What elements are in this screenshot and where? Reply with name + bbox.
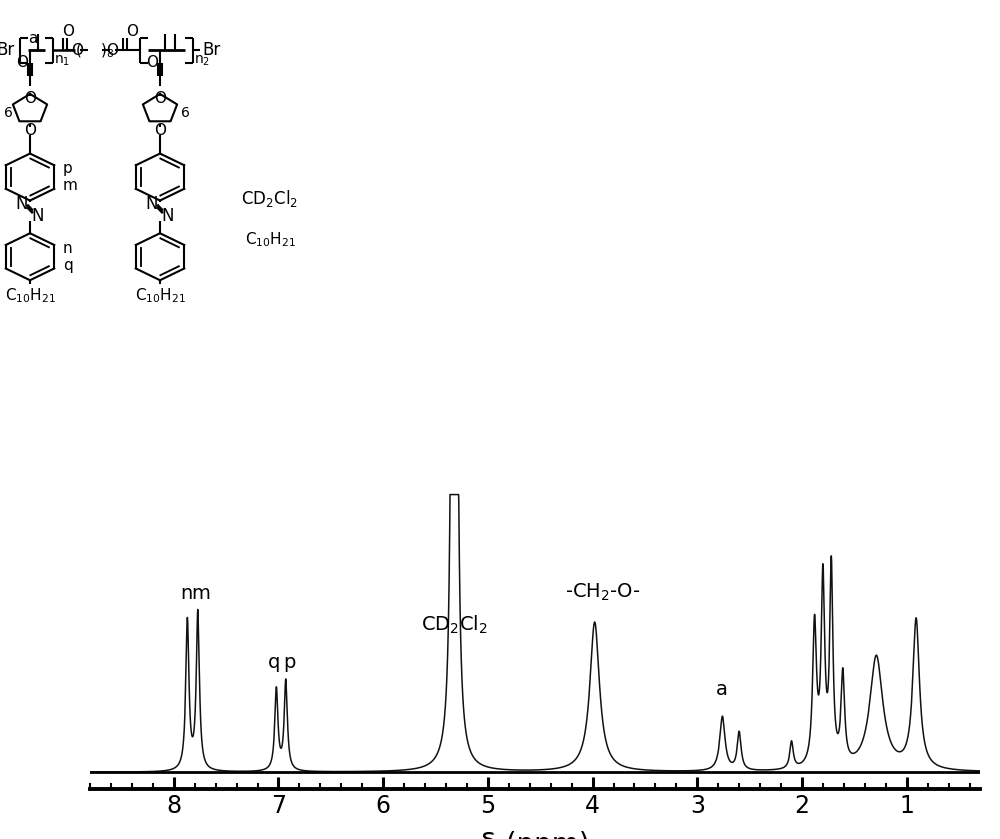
Text: m: m [192,585,210,603]
Text: O: O [62,24,74,39]
Text: n$_2$: n$_2$ [194,53,210,68]
Text: O: O [24,123,36,138]
Text: N: N [16,195,28,213]
Text: m: m [63,178,78,193]
Text: N: N [32,206,44,225]
Text: O: O [154,91,166,106]
Text: p: p [283,653,295,671]
Text: n: n [63,241,73,256]
Text: -CH$_2$-O-: -CH$_2$-O- [565,582,641,603]
Text: a: a [28,31,38,46]
X-axis label: δ (ppm): δ (ppm) [480,831,590,839]
Text: CD$_2$Cl$_2$: CD$_2$Cl$_2$ [241,187,299,209]
Text: N: N [146,195,158,213]
Text: (    )$_8$: ( )$_8$ [75,41,115,60]
Text: O: O [16,55,28,70]
Text: a: a [715,680,727,699]
Text: Br: Br [0,41,15,60]
Text: 6: 6 [4,107,12,120]
Text: q: q [63,258,73,273]
Text: CD$_2$Cl$_2$: CD$_2$Cl$_2$ [421,614,488,636]
Text: q: q [268,653,280,671]
Text: Br: Br [202,41,220,60]
Text: C$_{10}$H$_{21}$: C$_{10}$H$_{21}$ [245,231,295,249]
Text: O: O [154,123,166,138]
Text: p: p [63,161,73,176]
Text: n: n [180,585,192,603]
Text: O: O [126,24,138,39]
Text: C$_{10}$H$_{21}$: C$_{10}$H$_{21}$ [5,286,55,305]
Text: 6: 6 [181,107,189,120]
Text: n$_1$: n$_1$ [54,53,70,68]
Text: O: O [24,91,36,106]
Text: O: O [71,43,83,58]
Text: N: N [162,206,174,225]
Text: C$_{10}$H$_{21}$: C$_{10}$H$_{21}$ [135,286,185,305]
Text: O: O [106,43,118,58]
Text: O: O [146,55,158,70]
